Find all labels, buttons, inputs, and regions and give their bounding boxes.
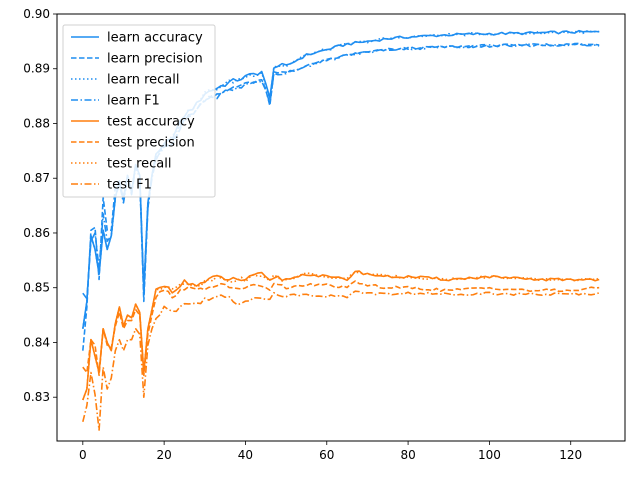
y-tick-label: 0.88 bbox=[23, 116, 50, 130]
legend-label: test recall bbox=[107, 157, 172, 172]
y-tick-label: 0.89 bbox=[23, 62, 50, 76]
x-tick-label: 40 bbox=[238, 448, 253, 462]
x-axis: 0 20 40 60 80 100 120 bbox=[79, 441, 582, 462]
y-tick-label: 0.90 bbox=[23, 7, 50, 21]
legend: learn accuracy learn precision learn recal… bbox=[62, 24, 216, 198]
x-tick-label: 80 bbox=[400, 448, 415, 462]
y-tick-label: 0.84 bbox=[23, 335, 50, 349]
legend-label: learn accuracy bbox=[107, 31, 203, 46]
series-line-learn-f1 bbox=[82, 42, 600, 300]
series-line-learn-precision bbox=[82, 43, 600, 351]
series-line-learn-recall bbox=[82, 30, 600, 329]
y-tick-label: 0.83 bbox=[23, 390, 50, 404]
x-tick-label: 0 bbox=[79, 448, 87, 462]
legend-label: learn recall bbox=[107, 73, 179, 88]
series-line-test-recall bbox=[82, 271, 600, 401]
legend-label: test accuracy bbox=[107, 115, 195, 130]
x-tick-label: 60 bbox=[319, 448, 334, 462]
x-tick-label: 100 bbox=[478, 448, 501, 462]
series-line-test-f1 bbox=[82, 290, 600, 431]
x-tick-label: 120 bbox=[559, 448, 582, 462]
series-line-test-precision bbox=[82, 280, 600, 377]
y-axis: 0.83 0.84 0.85 0.86 0.87 0.88 0.89 0.90 bbox=[23, 7, 57, 404]
plot-frame bbox=[56, 13, 626, 442]
x-tick-label: 20 bbox=[156, 448, 171, 462]
y-tick-label: 0.87 bbox=[23, 171, 50, 185]
legend-label: learn F1 bbox=[107, 94, 160, 109]
legend-label: learn precision bbox=[107, 52, 203, 67]
y-tick-label: 0.86 bbox=[23, 226, 50, 240]
legend-label: test precision bbox=[107, 136, 195, 151]
legend-label: test F1 bbox=[107, 178, 152, 193]
legend-box bbox=[62, 24, 216, 198]
y-tick-label: 0.85 bbox=[23, 281, 50, 295]
